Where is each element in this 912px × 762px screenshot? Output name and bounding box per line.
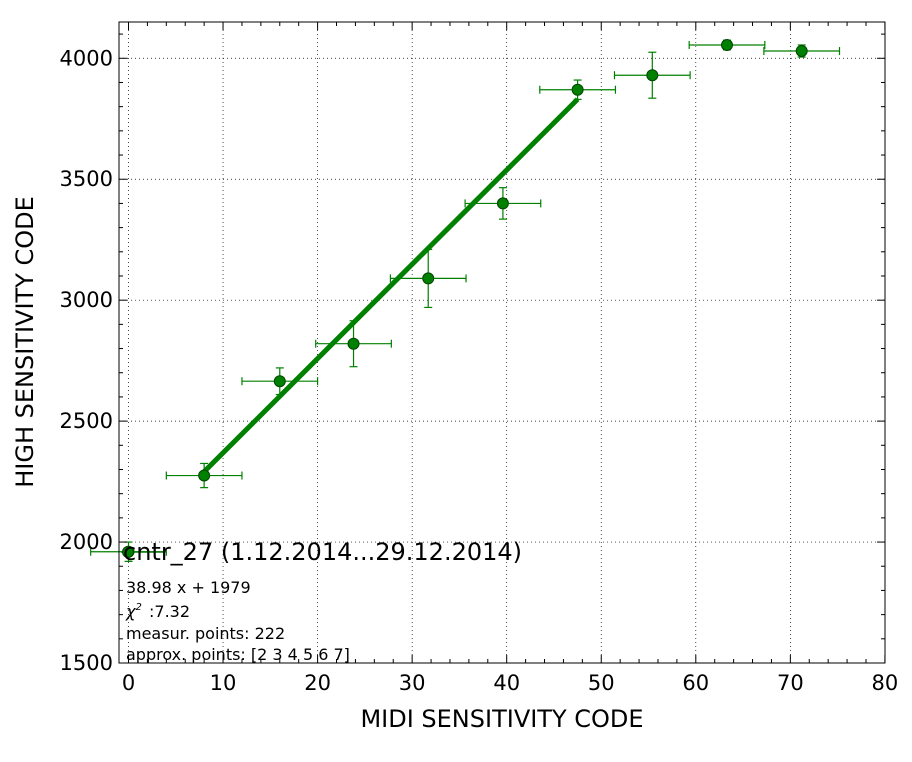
chi2-value: :7.32 xyxy=(149,602,190,621)
legend: cntr_27 (1.12.2014...29.12.2014) xyxy=(121,538,522,566)
x-tick-label: 50 xyxy=(588,671,615,695)
x-tick-label: 0 xyxy=(122,671,135,695)
x-tick-label: 20 xyxy=(304,671,331,695)
plot-area xyxy=(119,22,885,663)
y-tick-label: 2000 xyxy=(60,530,113,554)
y-tick-label: 1500 xyxy=(60,651,113,675)
measur-points: measur. points: 222 xyxy=(126,624,285,643)
x-axis-title: MIDI SENSITIVITY CODE xyxy=(360,705,643,733)
x-tick-label: 40 xyxy=(493,671,520,695)
x-tick-label: 80 xyxy=(872,671,899,695)
data-point xyxy=(646,69,659,82)
y-tick-label: 3000 xyxy=(60,288,113,312)
x-tick-label: 30 xyxy=(399,671,426,695)
data-point xyxy=(571,83,584,96)
y-tick-label: 2500 xyxy=(60,409,113,433)
ticks xyxy=(119,22,886,664)
fit-line xyxy=(202,97,580,474)
approx-points: approx. points: [2 3 4 5 6 7] xyxy=(126,645,350,664)
legend-marker xyxy=(122,546,134,558)
fit-equation: 38.98 x + 1979 xyxy=(126,578,251,597)
data-point xyxy=(273,375,286,388)
x-tick-label: 70 xyxy=(777,671,804,695)
error-bars-layer xyxy=(90,39,841,563)
fit-info: 38.98 x + 1979 χ2 :7.32 measur. points: … xyxy=(125,578,350,664)
data-point xyxy=(422,272,435,285)
y-axis-title: HIGH SENSITIVITY CODE xyxy=(11,196,39,488)
tick-labels: 0 10 20 30 40 50 60 70 80 1500 2000 2500 3000 3500 400… xyxy=(60,46,899,695)
data-point xyxy=(198,469,211,482)
data-point xyxy=(795,45,808,58)
plot-frame xyxy=(118,21,886,664)
fit-line-layer xyxy=(202,97,580,474)
y-tick-label: 3500 xyxy=(60,167,113,191)
y-tick-label: 4000 xyxy=(60,46,113,70)
data-point xyxy=(347,337,360,350)
x-tick-label: 10 xyxy=(210,671,237,695)
legend-label: cntr_27 (1.12.2014...29.12.2014) xyxy=(123,538,522,566)
data-point xyxy=(496,197,509,210)
x-tick-label: 60 xyxy=(682,671,709,695)
data-point xyxy=(721,38,734,51)
